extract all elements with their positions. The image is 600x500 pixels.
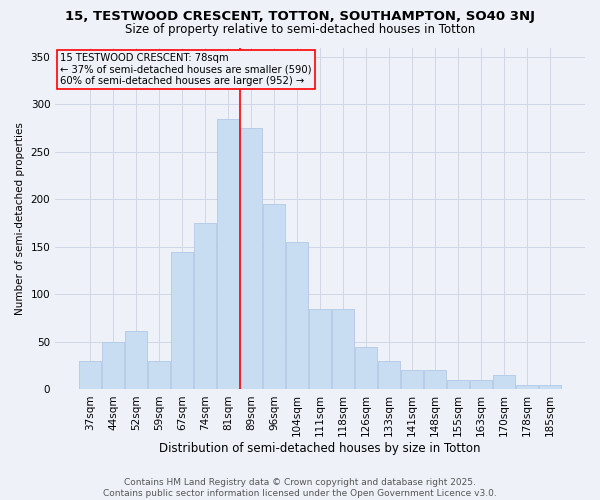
Bar [424, 370, 446, 390]
Bar [217, 118, 239, 390]
Bar [493, 375, 515, 390]
Bar [516, 384, 538, 390]
Bar [447, 380, 469, 390]
Bar [539, 384, 561, 390]
Bar [240, 128, 262, 390]
Bar [470, 380, 492, 390]
Text: Contains HM Land Registry data © Crown copyright and database right 2025.
Contai: Contains HM Land Registry data © Crown c… [103, 478, 497, 498]
Bar [102, 342, 124, 390]
Bar [171, 252, 193, 390]
Text: 15, TESTWOOD CRESCENT, TOTTON, SOUTHAMPTON, SO40 3NJ: 15, TESTWOOD CRESCENT, TOTTON, SOUTHAMPT… [65, 10, 535, 23]
Bar [286, 242, 308, 390]
Bar [194, 223, 216, 390]
Bar [263, 204, 285, 390]
Bar [309, 308, 331, 390]
X-axis label: Distribution of semi-detached houses by size in Totton: Distribution of semi-detached houses by … [160, 442, 481, 455]
Bar [355, 346, 377, 390]
Text: Size of property relative to semi-detached houses in Totton: Size of property relative to semi-detach… [125, 22, 475, 36]
Bar [401, 370, 423, 390]
Bar [148, 361, 170, 390]
Text: 15 TESTWOOD CRESCENT: 78sqm
← 37% of semi-detached houses are smaller (590)
60% : 15 TESTWOOD CRESCENT: 78sqm ← 37% of sem… [61, 52, 312, 86]
Y-axis label: Number of semi-detached properties: Number of semi-detached properties [15, 122, 25, 315]
Bar [378, 361, 400, 390]
Bar [125, 330, 147, 390]
Bar [332, 308, 354, 390]
Bar [79, 361, 101, 390]
